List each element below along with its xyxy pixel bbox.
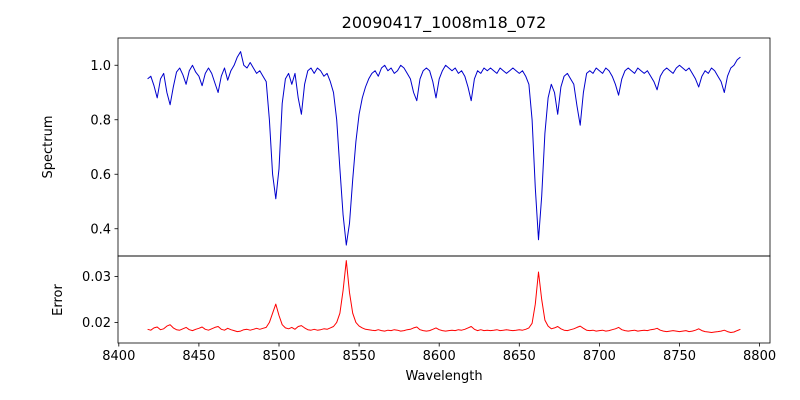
x-tick-label: 8550 [343,349,376,364]
chart-title: 20090417_1008m18_072 [342,13,547,33]
error-y-tick-label: 0.03 [82,270,111,285]
x-tick-label: 8400 [102,349,135,364]
spectrum-axes-border [117,37,771,257]
spectrum-y-tick-label: 0.4 [90,222,111,237]
spectrum-y-tick-label: 0.8 [90,113,111,128]
x-tick-label: 8800 [743,349,776,364]
x-tick-label: 8750 [663,349,696,364]
spectrum-y-tick-label: 0.6 [90,168,111,183]
x-tick-label: 8700 [583,349,616,364]
x-tick-label: 8600 [423,349,456,364]
error-axes-border [117,255,771,344]
x-tick-label: 8500 [262,349,295,364]
error-y-axis-label: Error [51,284,66,316]
spectrum-line [147,51,741,246]
spectrum-y-axis-label: Spectrum [41,116,56,179]
plot-area: 0.4 0.6 0.8 1.0 0.02 0.03 8400 8450 8500 8550 8600… [82,37,776,364]
x-tick-label: 8650 [503,349,536,364]
error-y-tick-label: 0.02 [82,316,111,331]
x-tick-label: 8450 [182,349,215,364]
x-axis-label: Wavelength [405,369,482,384]
spectrum-y-tick-label: 1.0 [90,59,111,74]
error-line [147,260,741,333]
